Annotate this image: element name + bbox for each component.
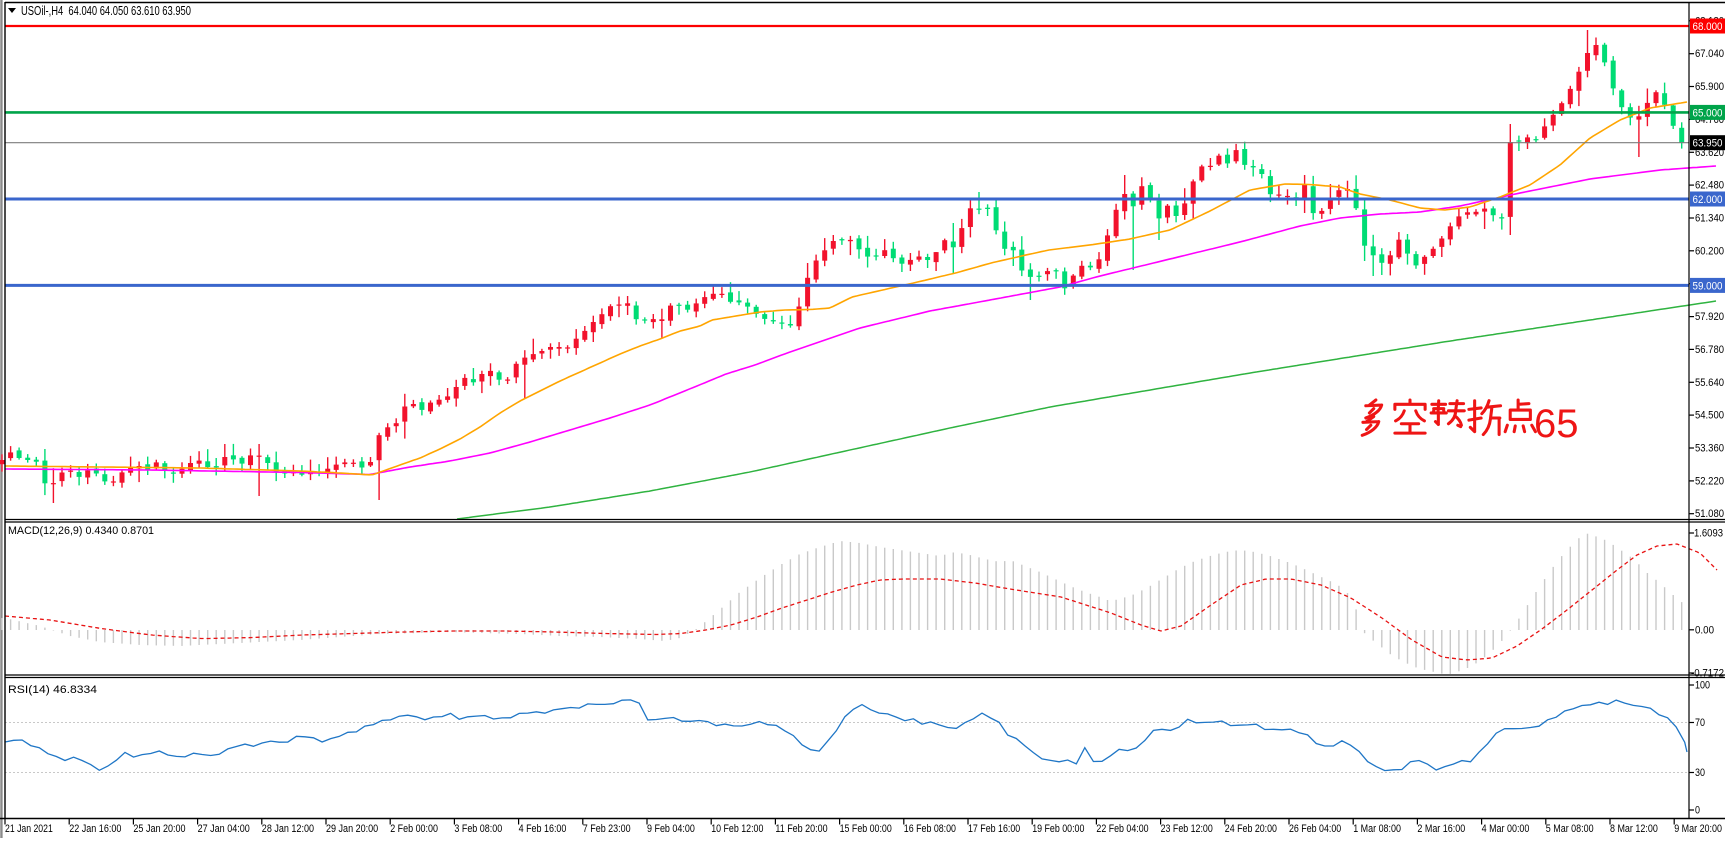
svg-text:2 Feb 00:00: 2 Feb 00:00	[390, 823, 438, 835]
svg-text:0: 0	[1695, 805, 1700, 817]
svg-text:24 Feb 20:00: 24 Feb 20:00	[1225, 823, 1277, 835]
svg-text:8 Mar 12:00: 8 Mar 12:00	[1610, 823, 1658, 835]
svg-text:22 Feb 04:00: 22 Feb 04:00	[1096, 823, 1148, 835]
svg-text:59.000: 59.000	[1693, 280, 1723, 292]
svg-text:11 Feb 20:00: 11 Feb 20:00	[775, 823, 827, 835]
svg-text:15 Feb 00:00: 15 Feb 00:00	[840, 823, 892, 835]
svg-text:RSI(14) 46.8334: RSI(14) 46.8334	[8, 684, 97, 696]
svg-text:57.920: 57.920	[1695, 311, 1724, 323]
svg-text:9 Feb 04:00: 9 Feb 04:00	[647, 823, 695, 835]
svg-text:7 Feb 23:00: 7 Feb 23:00	[583, 823, 631, 835]
svg-text:1 Mar 08:00: 1 Mar 08:00	[1353, 823, 1401, 835]
svg-text:53.360: 53.360	[1695, 443, 1724, 455]
svg-text:29 Jan 20:00: 29 Jan 20:00	[326, 823, 378, 835]
svg-text:9 Mar 20:00: 9 Mar 20:00	[1674, 823, 1722, 835]
svg-text:-0.7172: -0.7172	[1691, 668, 1724, 680]
svg-text:51.080: 51.080	[1695, 508, 1724, 520]
svg-text:23 Feb 12:00: 23 Feb 12:00	[1161, 823, 1213, 835]
svg-text:65.000: 65.000	[1693, 107, 1723, 119]
svg-text:100: 100	[1695, 680, 1710, 692]
svg-text:27 Jan 04:00: 27 Jan 04:00	[198, 823, 250, 835]
svg-text:4 Mar 00:00: 4 Mar 00:00	[1482, 823, 1530, 835]
svg-text:USOil-,H4 64.040 64.050 63.61: USOil-,H4 64.040 64.050 63.610 63.950	[21, 4, 191, 18]
svg-text:0.00: 0.00	[1695, 624, 1714, 636]
svg-text:22 Jan 16:00: 22 Jan 16:00	[69, 823, 121, 835]
svg-text:63.950: 63.950	[1693, 138, 1723, 150]
svg-text:28 Jan 12:00: 28 Jan 12:00	[262, 823, 314, 835]
svg-text:4 Feb 16:00: 4 Feb 16:00	[519, 823, 567, 835]
svg-text:26 Feb 04:00: 26 Feb 04:00	[1289, 823, 1341, 835]
svg-text:MACD(12,26,9) 0.4340 0.8701: MACD(12,26,9) 0.4340 0.8701	[8, 525, 154, 537]
svg-text:62.480: 62.480	[1695, 180, 1724, 192]
svg-text:52.220: 52.220	[1695, 475, 1724, 487]
svg-text:1.6093: 1.6093	[1694, 528, 1723, 540]
svg-text:54.500: 54.500	[1695, 410, 1724, 422]
svg-text:60.200: 60.200	[1695, 245, 1724, 257]
svg-text:61.340: 61.340	[1695, 213, 1724, 225]
svg-text:16 Feb 08:00: 16 Feb 08:00	[904, 823, 956, 835]
svg-text:70: 70	[1695, 717, 1705, 729]
svg-text:19 Feb 00:00: 19 Feb 00:00	[1032, 823, 1084, 835]
svg-text:65: 65	[1534, 402, 1579, 446]
svg-text:10 Feb 12:00: 10 Feb 12:00	[711, 823, 763, 835]
svg-text:21 Jan 2021: 21 Jan 2021	[5, 823, 53, 835]
svg-text:62.000: 62.000	[1693, 194, 1723, 206]
svg-text:17 Feb 16:00: 17 Feb 16:00	[968, 823, 1020, 835]
svg-text:5 Mar 08:00: 5 Mar 08:00	[1546, 823, 1594, 835]
svg-text:3 Feb 08:00: 3 Feb 08:00	[454, 823, 502, 835]
svg-text:67.040: 67.040	[1695, 48, 1724, 60]
svg-text:25 Jan 20:00: 25 Jan 20:00	[133, 823, 185, 835]
svg-text:30: 30	[1695, 767, 1705, 779]
svg-text:55.640: 55.640	[1695, 377, 1724, 389]
svg-text:68.000: 68.000	[1693, 21, 1723, 33]
svg-text:56.780: 56.780	[1695, 344, 1724, 356]
svg-text:2 Mar 16:00: 2 Mar 16:00	[1417, 823, 1465, 835]
svg-text:65.900: 65.900	[1695, 81, 1724, 93]
